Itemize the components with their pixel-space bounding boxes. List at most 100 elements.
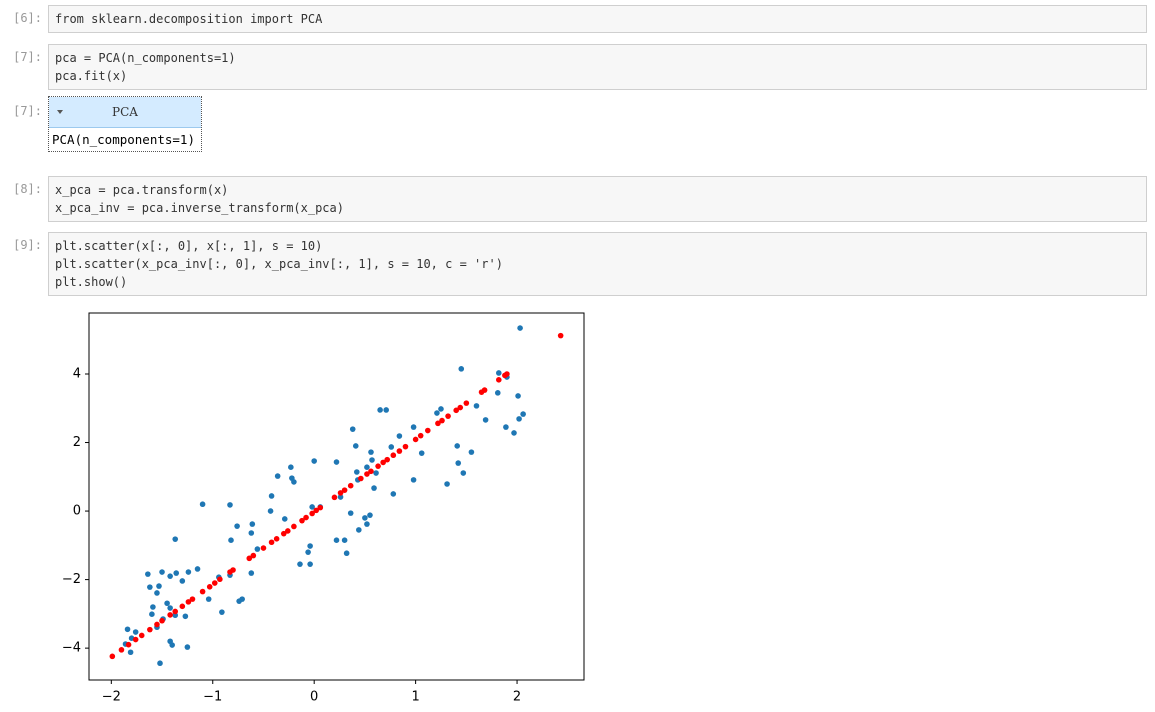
point bbox=[124, 626, 131, 633]
point bbox=[347, 482, 354, 489]
point bbox=[230, 567, 236, 573]
point bbox=[250, 552, 257, 559]
point bbox=[468, 449, 475, 455]
y-tick-label: 2 bbox=[73, 435, 81, 450]
point bbox=[156, 583, 162, 589]
input-prompt: [8]: bbox=[13, 182, 42, 196]
x-tick-label: −1 bbox=[203, 690, 222, 705]
point bbox=[179, 603, 186, 610]
point bbox=[234, 523, 240, 529]
point bbox=[343, 550, 350, 557]
point bbox=[402, 443, 409, 450]
point bbox=[172, 608, 179, 615]
point bbox=[205, 596, 212, 602]
y-tick-label: 4 bbox=[73, 366, 81, 381]
point bbox=[206, 583, 213, 590]
point bbox=[417, 432, 424, 439]
code-line: pca.fit(x) bbox=[55, 69, 128, 83]
point bbox=[132, 629, 139, 635]
point bbox=[396, 433, 403, 439]
point bbox=[347, 510, 354, 516]
point bbox=[267, 508, 274, 514]
point bbox=[157, 660, 163, 667]
point bbox=[254, 546, 261, 552]
toggle-icon[interactable] bbox=[56, 108, 64, 116]
point bbox=[281, 516, 288, 522]
code-line: x_pca = pca.transform(x) bbox=[55, 183, 229, 197]
point bbox=[453, 407, 459, 414]
x-tick-label: 2 bbox=[513, 690, 521, 705]
point bbox=[219, 609, 225, 615]
point bbox=[362, 515, 368, 521]
point bbox=[504, 371, 510, 377]
point bbox=[138, 632, 145, 639]
plot-frame bbox=[88, 312, 585, 681]
point bbox=[557, 332, 564, 339]
point bbox=[145, 571, 151, 577]
point bbox=[454, 443, 461, 449]
point bbox=[285, 528, 291, 534]
input-prompt: [9]: bbox=[13, 238, 42, 252]
point bbox=[309, 510, 315, 517]
x-tick-label: 0 bbox=[310, 690, 318, 705]
code-cell: from sklearn.decomposition import PCA bbox=[48, 5, 1147, 33]
point bbox=[317, 504, 324, 511]
point bbox=[189, 596, 196, 602]
point bbox=[167, 573, 173, 579]
point bbox=[268, 493, 275, 499]
point bbox=[169, 642, 175, 648]
point bbox=[297, 561, 303, 567]
point bbox=[495, 370, 502, 376]
point bbox=[149, 611, 155, 618]
point bbox=[364, 521, 370, 527]
point bbox=[228, 537, 234, 543]
point bbox=[164, 600, 170, 607]
estimator-title: PCA bbox=[112, 105, 138, 119]
point bbox=[159, 569, 165, 575]
point bbox=[373, 470, 379, 476]
point bbox=[184, 644, 191, 650]
point bbox=[307, 561, 313, 567]
point bbox=[503, 424, 509, 430]
point bbox=[364, 464, 370, 471]
point bbox=[125, 641, 132, 648]
point bbox=[384, 456, 391, 463]
point bbox=[460, 470, 467, 476]
point bbox=[458, 366, 465, 372]
point bbox=[246, 555, 253, 562]
point bbox=[396, 448, 403, 454]
point bbox=[482, 417, 489, 423]
point bbox=[291, 523, 297, 530]
code-line: plt.show() bbox=[55, 275, 128, 289]
point bbox=[377, 407, 383, 413]
point bbox=[173, 570, 180, 576]
point bbox=[356, 527, 362, 533]
point bbox=[418, 450, 425, 456]
point bbox=[352, 443, 359, 449]
chart: −2 −1 0 1 2 −4 −2 0 2 4 bbox=[62, 312, 585, 705]
point bbox=[199, 501, 206, 508]
point bbox=[364, 471, 370, 477]
point bbox=[371, 485, 377, 491]
code-line: x_pca_inv = pca.inverse_transform(x_pca) bbox=[55, 201, 344, 215]
input-prompt: [7]: bbox=[13, 50, 42, 64]
point bbox=[349, 426, 356, 432]
point bbox=[288, 464, 294, 471]
code-cell: pca = PCA(n_components=1) pca.fit(x) bbox=[48, 44, 1147, 90]
point bbox=[390, 452, 397, 459]
y-tick-label: −4 bbox=[62, 641, 81, 656]
point bbox=[147, 626, 153, 633]
point bbox=[236, 598, 242, 604]
point bbox=[390, 491, 397, 497]
output-prompt: [7]: bbox=[13, 104, 42, 118]
point bbox=[337, 494, 344, 500]
point bbox=[337, 490, 344, 496]
point bbox=[511, 430, 517, 436]
estimator-box: PCA PCA(n_components=1) bbox=[48, 96, 202, 152]
point bbox=[248, 530, 255, 536]
point bbox=[311, 458, 317, 464]
point bbox=[333, 459, 340, 465]
point bbox=[369, 457, 375, 463]
point bbox=[248, 570, 255, 576]
